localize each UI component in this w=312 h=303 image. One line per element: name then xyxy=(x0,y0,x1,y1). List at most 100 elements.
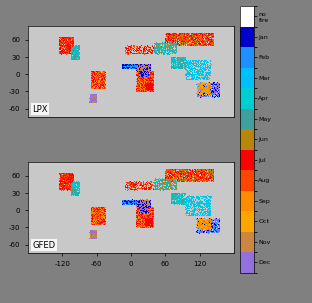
Point xyxy=(134,199,139,204)
Point xyxy=(144,66,149,71)
Point xyxy=(148,68,153,72)
Point xyxy=(150,219,155,224)
Point xyxy=(169,63,174,68)
Point xyxy=(198,194,203,199)
Point xyxy=(181,176,186,181)
Point xyxy=(147,199,152,204)
Point xyxy=(204,89,209,94)
Point xyxy=(171,177,176,182)
Point xyxy=(135,69,140,74)
Point xyxy=(131,65,136,70)
Point xyxy=(58,38,63,43)
Point xyxy=(102,76,107,81)
Point xyxy=(94,210,99,215)
Point xyxy=(195,168,200,173)
Point xyxy=(137,215,142,220)
Point xyxy=(147,87,152,92)
Point xyxy=(151,213,156,218)
Point xyxy=(150,222,155,227)
Point xyxy=(130,65,135,70)
Point xyxy=(169,200,174,205)
Point xyxy=(165,175,170,180)
Point xyxy=(206,86,211,91)
Point xyxy=(157,41,162,46)
Point xyxy=(142,205,147,210)
Point xyxy=(139,64,144,69)
Point xyxy=(198,218,203,222)
Point xyxy=(175,201,180,206)
Point xyxy=(148,203,153,208)
Point xyxy=(148,88,153,93)
Point xyxy=(138,206,143,211)
Point xyxy=(92,220,97,225)
Point xyxy=(142,74,147,78)
Point xyxy=(203,39,208,44)
Point xyxy=(141,72,146,76)
Point xyxy=(195,169,200,174)
Point xyxy=(148,210,153,215)
Point xyxy=(71,53,76,58)
Point xyxy=(139,87,144,92)
Point xyxy=(95,213,100,218)
Point xyxy=(145,82,150,87)
Point xyxy=(143,81,148,86)
Point xyxy=(205,224,210,229)
Point xyxy=(143,223,148,228)
Point xyxy=(76,192,81,197)
Point xyxy=(92,229,97,234)
Point xyxy=(149,71,154,76)
Point xyxy=(144,70,149,75)
Point xyxy=(195,176,200,181)
Point xyxy=(136,202,141,207)
Point xyxy=(139,63,144,68)
Point xyxy=(140,75,145,80)
Point xyxy=(138,85,143,90)
Point xyxy=(201,217,206,222)
Point xyxy=(177,64,182,69)
Point xyxy=(92,230,97,235)
Point xyxy=(60,179,65,184)
Point xyxy=(136,67,141,72)
Point xyxy=(192,175,197,180)
Point xyxy=(147,203,152,208)
Point xyxy=(135,218,140,223)
Point xyxy=(149,215,154,220)
Point xyxy=(205,59,210,64)
Point xyxy=(62,40,67,45)
Point xyxy=(100,78,105,82)
Point xyxy=(91,85,96,89)
Point xyxy=(140,210,145,215)
Point xyxy=(149,223,154,228)
Point xyxy=(69,56,74,61)
Point xyxy=(92,209,97,214)
Point xyxy=(98,216,103,221)
Point xyxy=(203,222,208,227)
Point xyxy=(139,206,144,211)
Point xyxy=(144,214,149,219)
Point xyxy=(133,200,138,205)
Point xyxy=(61,49,66,54)
Point xyxy=(150,221,155,226)
Point xyxy=(162,51,167,56)
Point xyxy=(126,198,131,203)
Point xyxy=(208,85,213,90)
Point xyxy=(140,184,145,189)
Point xyxy=(131,184,136,189)
Point xyxy=(139,201,144,205)
Point xyxy=(145,73,150,78)
Point xyxy=(102,79,107,84)
Point xyxy=(204,85,209,90)
Point xyxy=(144,209,149,214)
Point xyxy=(148,207,153,212)
Point xyxy=(92,73,97,78)
Point xyxy=(137,209,142,214)
Point xyxy=(139,74,144,79)
Point xyxy=(150,84,155,89)
Point xyxy=(178,176,183,181)
Point xyxy=(145,84,150,89)
Point xyxy=(91,82,96,86)
Point xyxy=(178,58,183,63)
Point xyxy=(151,220,156,225)
Point xyxy=(181,56,186,61)
Point xyxy=(181,63,186,68)
